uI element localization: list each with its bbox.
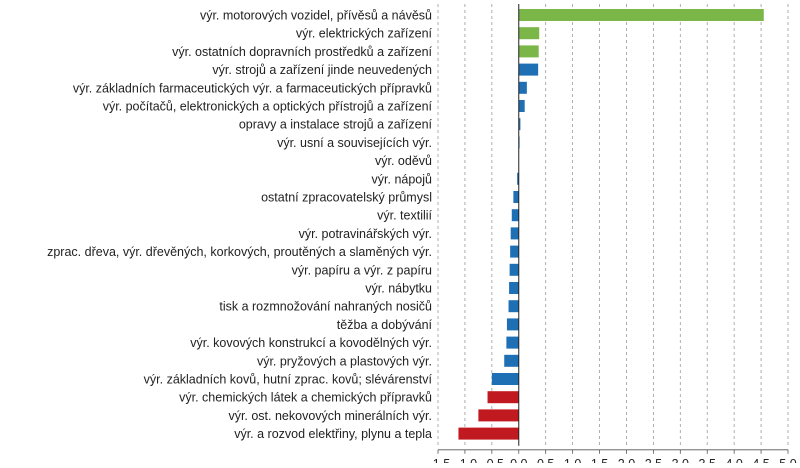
category-label: výr. a rozvod elektřiny, plynu a tepla [234, 427, 432, 441]
x-tick-label: –1,0 [453, 457, 477, 463]
category-label: výr. oděvů [375, 154, 432, 168]
bar [517, 172, 519, 185]
category-label: ostatní zpracovatelský průmysl [261, 191, 432, 205]
category-label: výr. ostatních dopravních prostředků a z… [172, 45, 432, 59]
x-tick-label: –1,5 [426, 457, 450, 463]
bar [518, 118, 521, 131]
bar [518, 27, 540, 40]
x-tick-label: 3,5 [699, 457, 716, 463]
category-label: zprac. dřeva, výr. dřevěných, korkových,… [47, 245, 432, 259]
bar [487, 391, 519, 404]
grid-layer [437, 4, 789, 446]
tick-label-layer: –1,5–1,0–0,5 0,0 0,5 1,0 1,5 2,0 2,5 3,0 3,5 4,0 4… [426, 457, 797, 468]
category-label: opravy a instalace strojů a zařízení [239, 118, 433, 132]
category-label: výr. základních kovů, hutní zprac. kovů;… [144, 373, 433, 387]
x-tick-label: 4,0 [725, 457, 742, 463]
category-label: výr. nábytku [365, 282, 432, 296]
x-tick-label: 1,5 [591, 457, 608, 463]
category-label: výr. potravinářských výr. [299, 227, 432, 241]
bar [511, 209, 519, 222]
bar [491, 373, 519, 385]
category-label: výr. pryžových a plastových výr. [257, 354, 432, 368]
bar [458, 427, 519, 440]
category-label: výr. nápojů [372, 172, 433, 186]
x-tick-label: 3,0 [672, 457, 689, 463]
bar [518, 45, 539, 58]
category-label: výr. počítačů, elektronických a optickýc… [103, 100, 433, 114]
bar [510, 227, 519, 240]
category-label: výr. motorových vozidel, přívěsů a návěs… [200, 9, 432, 23]
x-tick-label: –0,5 [480, 457, 504, 463]
bar [506, 318, 519, 331]
category-label: tisk a rozmnožování nahraných nosičů [219, 300, 432, 314]
category-label: výr. strojů a zařízení jinde neuvedených [212, 63, 432, 77]
category-label: výr. kovových konstrukcí a kovodělných v… [190, 336, 432, 350]
bar [518, 9, 764, 21]
x-tick-label: 2,0 [618, 457, 635, 463]
category-label: výr. papíru a výr. z papíru [292, 263, 432, 277]
x-tick-label: 2,5 [645, 457, 662, 463]
bar [518, 63, 539, 76]
bar [513, 191, 519, 203]
category-label: výr. elektrických zařízení [296, 27, 433, 41]
category-label: výr. textilií [377, 209, 432, 223]
bar [509, 282, 519, 294]
bar [510, 245, 519, 258]
x-tick-label: 4,5 [752, 457, 769, 463]
category-label: výr. usní a souvisejících výr. [277, 136, 432, 150]
x-tick-label: 0,0 [510, 457, 527, 463]
bar [506, 336, 519, 349]
bar [504, 354, 519, 367]
bar [509, 263, 519, 276]
x-tick-label: 1,0 [564, 457, 581, 463]
category-label: výr. chemických látek a chemických přípr… [179, 391, 432, 405]
bar [508, 300, 519, 313]
bar [518, 81, 527, 94]
category-label-layer: výr. motorových vozidel, přívěsů a návěs… [47, 9, 432, 442]
x-tick-label: 5,0 [779, 457, 796, 463]
axis-layer [437, 4, 789, 454]
category-label: těžba a dobývání [337, 318, 433, 332]
category-label: výr. základních farmaceutických výr. a f… [73, 81, 432, 95]
bar [478, 409, 519, 422]
bar-layer [458, 9, 764, 440]
x-tick-label: 0,5 [537, 457, 554, 463]
bar [518, 100, 525, 112]
category-label: výr. ost. nekovových minerálních výr. [228, 409, 432, 423]
